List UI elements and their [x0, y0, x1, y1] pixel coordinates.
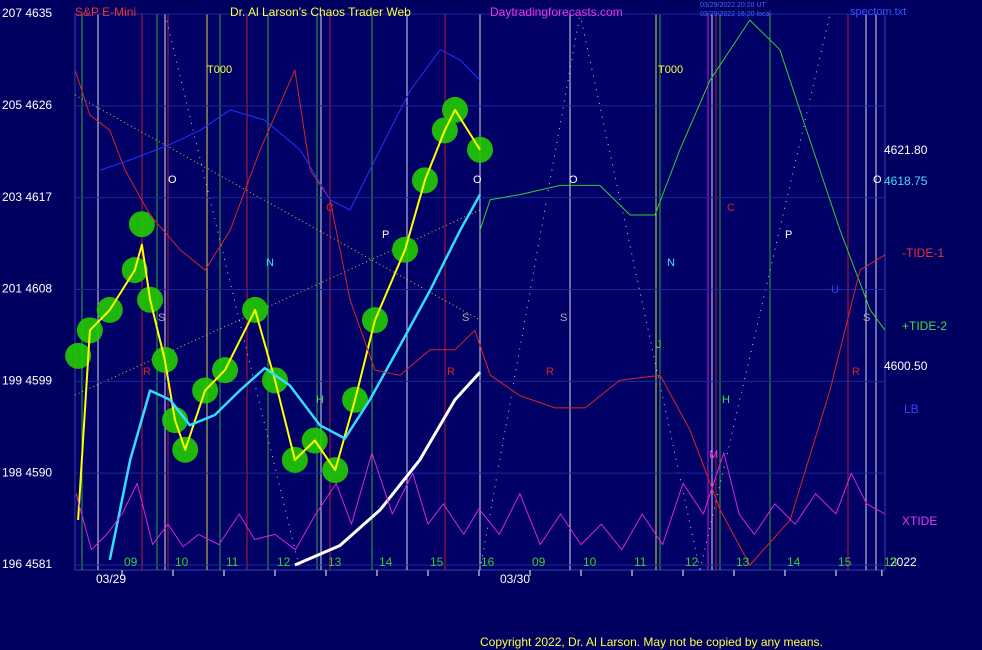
plot — [65, 13, 886, 567]
x-tick-label: 12 — [277, 555, 291, 569]
annotation: P — [785, 229, 792, 241]
annotation: P — [382, 229, 389, 241]
legend-entry: -TIDE-1 — [902, 246, 944, 260]
annotation: J — [656, 339, 662, 351]
annotation: R — [143, 366, 151, 378]
dotted-cycle — [164, 13, 301, 571]
x-tick-label: 12 — [685, 555, 699, 569]
x-tick-label: 10 — [583, 555, 597, 569]
x-tick-label: 09 — [532, 555, 546, 569]
x-tick-label: 10 — [175, 555, 189, 569]
time-markers — [81, 14, 877, 570]
date-label: 03/30 — [500, 572, 530, 586]
x-tick-label: 15 — [430, 555, 444, 569]
legend-entry: XTIDE — [902, 514, 937, 528]
legend-entry: +TIDE-2 — [902, 319, 947, 333]
annotation: S — [863, 312, 870, 324]
y-tick-label: 207 4635 — [2, 6, 52, 20]
bubble — [65, 342, 92, 369]
annotation: C — [727, 202, 735, 214]
x-tick-label: 14 — [379, 555, 393, 569]
y-tick-label: 203 4617 — [2, 190, 52, 204]
annotation: M — [709, 449, 718, 461]
price-label: 4618.75 — [884, 174, 928, 188]
price-label: 4621.80 — [884, 143, 928, 157]
bubble — [467, 136, 494, 163]
annotation: O — [168, 174, 177, 186]
chart-title: Dr. Al Larson's Chaos Trader Web — [230, 5, 411, 19]
annotation: S — [462, 312, 469, 324]
annotation: N — [667, 257, 675, 269]
file-name: spectom.txt — [850, 6, 906, 18]
legend-entry: LB — [904, 402, 919, 416]
annotation: H — [722, 394, 730, 406]
price-label: 4600.50 — [884, 359, 928, 373]
annotation: S — [158, 312, 165, 324]
series-line — [75, 452, 886, 551]
annotation: T000 — [207, 64, 232, 76]
annotation: O — [569, 174, 578, 186]
series-line — [294, 371, 482, 567]
x-tick-label: 14 — [787, 555, 801, 569]
x-tick-label: 13 — [884, 555, 898, 569]
annotation: O — [873, 174, 882, 186]
annotation: R — [546, 366, 554, 378]
series-line — [479, 19, 886, 331]
x-tick-label: 13 — [736, 555, 750, 569]
annotation: O — [473, 174, 482, 186]
timestamp: 03/29/2022 20:20 UT — [700, 2, 766, 9]
copyright: Copyright 2022, Dr. Al Larson. May not b… — [480, 635, 823, 649]
annotation: S — [560, 312, 567, 324]
annotation: R — [852, 366, 860, 378]
y-tick-label: 198 4590 — [2, 465, 52, 479]
x-tick-label: 11 — [634, 555, 647, 569]
year-label: 2022 — [890, 555, 917, 569]
annotation: H — [316, 394, 324, 406]
annotation: R — [447, 366, 455, 378]
annotation: U — [831, 284, 839, 296]
site: Daytradingforecasts.com — [490, 5, 623, 19]
y-tick-label: 205 4626 — [2, 98, 52, 112]
series-line — [108, 193, 482, 561]
annotation: C — [326, 202, 334, 214]
y-tick-label: 196 4581 — [2, 557, 52, 571]
series-line — [77, 108, 481, 521]
annotation: N — [266, 257, 274, 269]
date-label: 03/29 — [96, 572, 126, 586]
x-tick-label: 09 — [124, 555, 138, 569]
x-tick-label: 15 — [838, 555, 852, 569]
series-line — [99, 49, 481, 211]
x-tick-label: 13 — [328, 555, 342, 569]
y-tick-label: 201 4608 — [2, 282, 52, 296]
x-tick-label: 11 — [226, 555, 239, 569]
timestamp: 03/29/2022 16:20 local — [700, 11, 771, 18]
y-tick-label: 199 4599 — [2, 374, 52, 388]
series-line — [74, 69, 886, 566]
x-tick-label: 16 — [481, 555, 495, 569]
bubble — [128, 211, 155, 238]
annotation: T000 — [658, 64, 683, 76]
symbol: S&P E-Mini — [75, 5, 136, 19]
